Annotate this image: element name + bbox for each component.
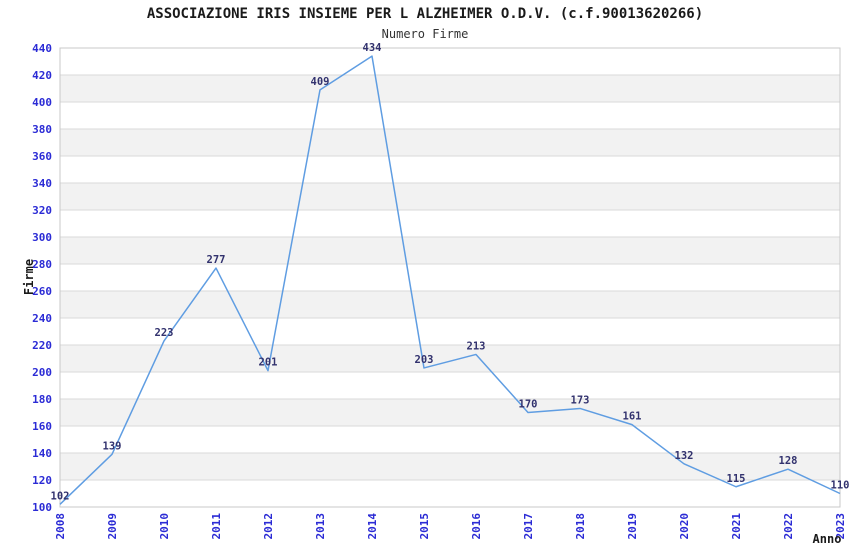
x-tick-label: 2010 [158,513,171,540]
data-point-label: 213 [467,340,486,352]
x-tick-label: 2018 [574,513,587,540]
x-tick-label: 2014 [366,513,379,540]
x-tick-label: 2023 [834,513,847,540]
chart-title: ASSOCIAZIONE IRIS INSIEME PER L ALZHEIME… [146,6,704,22]
data-point-label: 277 [207,254,226,266]
y-tick-label: 120 [32,474,52,487]
x-tick-label: 2013 [314,513,327,540]
plot-band [60,264,840,291]
plot-frame [59,47,841,508]
plot-band [60,75,840,102]
plot-area: 100 120 140 160 180 200 220 240 260 280 300 320 340 3… [32,42,849,540]
y-tick-label: 420 [32,69,52,82]
x-tick-label: 2011 [210,513,223,540]
plot-band [60,102,840,129]
data-point-label: 173 [571,394,590,406]
y-tick-label: 260 [32,285,52,298]
x-axis-label: Anno [813,532,842,546]
plot-band [60,210,840,237]
data-point-label: 102 [51,490,70,502]
plot-band [60,318,840,345]
plot-band [60,399,840,426]
y-tick-label: 280 [32,258,52,271]
plot-band [60,129,840,156]
data-point-label: 110 [831,480,850,492]
plot-band [60,426,840,453]
y-tick-label: 440 [32,42,52,55]
y-tick-label: 300 [32,231,52,244]
y-tick-label: 380 [32,123,52,136]
plot-band [60,372,840,399]
data-point-label: 409 [311,76,330,88]
x-tick-label: 2021 [730,513,743,540]
y-tick-label: 140 [32,447,52,460]
plot-band [60,345,840,372]
y-tick-label: 360 [32,150,52,163]
data-point-label: 115 [727,473,746,485]
x-tick-label: 2019 [626,513,639,540]
plot-band [60,453,840,480]
y-tick-label: 400 [32,96,52,109]
y-tick-label: 180 [32,393,52,406]
x-tick-label: 2012 [262,513,275,540]
data-point-label: 201 [259,357,278,369]
data-point-label: 132 [675,450,694,462]
data-line [59,55,841,505]
y-tick-label: 340 [32,177,52,190]
plot-band [60,156,840,183]
x-tick-label: 2017 [522,513,535,540]
data-point-label: 203 [415,354,434,366]
y-tick-label: 320 [32,204,52,217]
y-tick-label: 200 [32,366,52,379]
y-tick-label: 160 [32,420,52,433]
plot-band [60,237,840,264]
plot-band [60,480,840,507]
y-tick-label: 220 [32,339,52,352]
x-tick-label: 2020 [678,513,691,540]
plot-band [60,291,840,318]
y-axis-label: Firme [22,259,36,295]
x-tick-label: 2015 [418,513,431,540]
x-tick-label: 2009 [106,513,119,540]
y-tick-label: 100 [32,501,52,514]
plot-band [60,48,840,75]
data-point-label: 223 [155,327,174,339]
x-tick-label: 2008 [54,513,67,540]
data-point-label: 170 [519,399,538,411]
chart-subtitle: Numero Firme [381,27,469,41]
data-point-label: 434 [363,42,382,54]
y-tick-label: 240 [32,312,52,325]
plot-band [60,183,840,210]
data-point-label: 139 [103,440,122,452]
data-point-label: 161 [623,411,642,423]
data-point-label: 128 [779,455,798,467]
x-tick-label: 2016 [470,513,483,540]
x-tick-label: 2022 [782,513,795,540]
